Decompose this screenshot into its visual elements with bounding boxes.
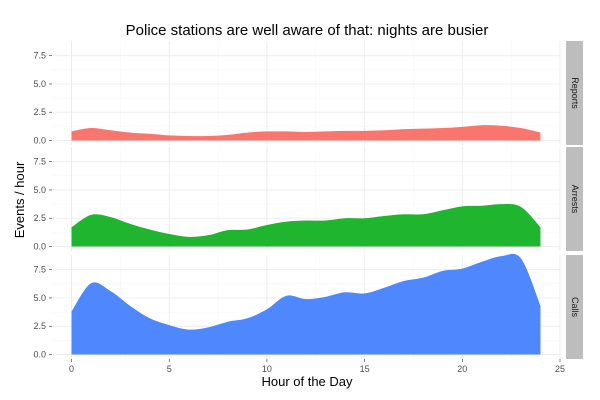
y-tick-label: 0.0 <box>33 241 46 251</box>
y-tick-label: 7.5 <box>33 157 46 167</box>
y-tick-label: 0.0 <box>33 349 46 359</box>
y-tick-label: 7.5 <box>33 265 46 275</box>
facet-strip-label: Arrests <box>570 185 580 214</box>
y-tick-label: 2.5 <box>33 107 46 117</box>
x-axis-title: Hour of the Day <box>261 374 353 389</box>
facet-strip <box>566 147 583 251</box>
x-tick-label: 20 <box>457 364 467 374</box>
chart-title: Police stations are well aware of that: … <box>126 22 489 39</box>
x-tick-label: 25 <box>555 364 565 374</box>
y-tick-label: 5.0 <box>33 185 46 195</box>
facet-strip <box>566 41 583 145</box>
facet-strip <box>566 255 583 359</box>
facet-panels: 0.02.55.07.5Reports0.02.55.07.5Arrests0.… <box>33 41 583 359</box>
facet-panel-calls: 0.0 2.5 5.0 7.5 Calls <box>33 253 583 359</box>
y-tick-label: 0.0 <box>33 135 46 145</box>
area-arrests <box>71 204 541 247</box>
y-tick-label: 5.0 <box>33 293 46 303</box>
area-calls <box>71 253 541 355</box>
x-tick-label: 0 <box>69 364 74 374</box>
y-tick-label: 2.5 <box>33 321 46 331</box>
y-tick-label: 2.5 <box>33 213 46 223</box>
x-tick-label: 15 <box>360 364 370 374</box>
y-tick-label: 5.0 <box>33 79 46 89</box>
facet-panel-reports: 0.0 2.5 5.0 7.5 Reports <box>33 41 583 145</box>
facet-strip-label: Reports <box>570 77 580 109</box>
x-tick-label: 10 <box>262 364 272 374</box>
y-tick-label: 7.5 <box>33 51 46 61</box>
x-tick-label: 5 <box>167 364 172 374</box>
area-reports <box>71 125 541 141</box>
facet-panel-arrests: 0.0 2.5 5.0 7.5 Arrests <box>33 147 583 251</box>
x-axis: 0 5 10 15 20 25 <box>69 359 565 374</box>
y-axis-title: Events / hour <box>12 161 27 238</box>
facet-strip-label: Calls <box>570 297 580 318</box>
